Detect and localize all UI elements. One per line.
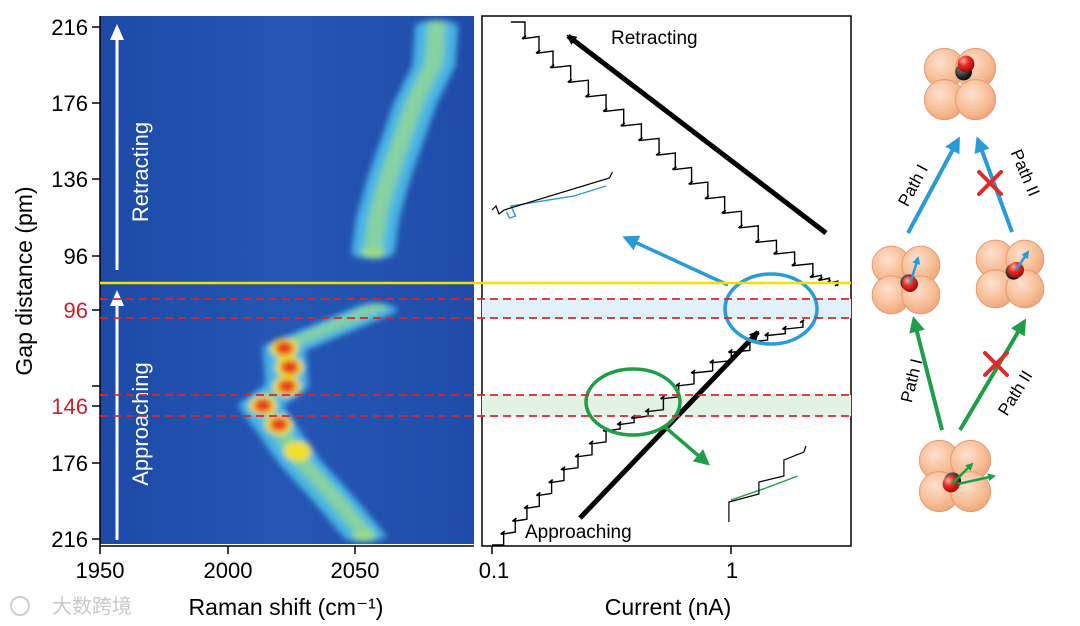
heatmap-x-axis-title: Raman shift (cm⁻¹) <box>189 594 384 620</box>
heat-hot-yellow <box>283 441 312 462</box>
retracting-big-arrow <box>566 34 828 235</box>
blocked-cross <box>983 351 1009 377</box>
current-retracting-label: Retracting <box>611 28 698 49</box>
retracting-trace <box>510 21 840 287</box>
y-tick-label-highlight: 146 <box>51 394 88 419</box>
heat-hot-red <box>280 360 299 375</box>
x-tick-label: 2050 <box>331 558 380 583</box>
motion-arrow <box>957 473 996 486</box>
y-tick-label: 216 <box>51 15 88 40</box>
x-tick-label: 1950 <box>76 558 125 583</box>
atom-cluster <box>918 439 992 513</box>
y-tick-label-highlight: 96 <box>64 298 88 323</box>
watermark: 大数跨境 <box>10 595 132 618</box>
heat-hot-red <box>269 417 288 432</box>
path-label: Path I <box>897 357 926 405</box>
blue-pointer-arrow <box>622 235 729 287</box>
watermark-text: 大数跨境 <box>52 595 132 618</box>
pathway-diagram: Path I Path II Path I Path II <box>871 47 1045 513</box>
heat-retract-core <box>361 246 386 259</box>
path-arrow-green <box>909 316 944 431</box>
current-approaching-label: Approaching <box>525 522 632 543</box>
path-arrow-blue <box>906 136 960 234</box>
heat-hot-red <box>275 341 294 356</box>
atom-cluster <box>975 239 1045 309</box>
path-one-inset <box>505 185 607 219</box>
current-panel: Retracting Approaching 0.1 1 Current (nA… <box>479 15 852 620</box>
atom-cluster <box>923 47 997 121</box>
cu-atom <box>955 79 997 121</box>
y-tick-label: 96 <box>64 244 88 269</box>
reference-lines <box>100 281 851 417</box>
y-tick-label: 216 <box>51 527 88 552</box>
path-two-inset <box>730 475 798 501</box>
path-two-inset-black <box>728 445 807 522</box>
x-tick-label: 2000 <box>204 558 253 583</box>
y-tick-label: 176 <box>51 451 88 476</box>
blocked-cross <box>977 170 1003 196</box>
green-pointer-arrow <box>663 425 711 466</box>
heatmap-y-axis-title: Gap distance (pm) <box>11 186 37 375</box>
motion-arrow <box>908 256 921 285</box>
path-label: Path II <box>1007 147 1044 200</box>
current-x-axis-title: Current (nA) <box>605 594 732 620</box>
heat-hot-red <box>278 379 296 394</box>
motion-arrow <box>1014 250 1030 271</box>
blue-band <box>482 299 851 318</box>
heatmap-retracting-label: Retracting <box>128 122 153 222</box>
atom-cluster <box>871 245 941 315</box>
heatmap-x-ticks <box>99 546 356 554</box>
heatmap-y-ticks <box>92 26 100 540</box>
y-tick-label: 136 <box>51 167 88 192</box>
path-one-inset-black <box>491 171 613 215</box>
atom-clusters <box>871 47 1045 513</box>
heatmap-approaching-label: Approaching <box>128 362 153 486</box>
green-band <box>482 395 851 416</box>
path-arrow-green <box>958 318 1027 432</box>
heatmap-panel: Retracting Approaching 216 176 136 96 96… <box>11 15 474 620</box>
watermark-logo-icon <box>10 596 30 616</box>
current-x-ticks <box>491 546 732 554</box>
x-tick-label: 1 <box>726 558 738 583</box>
green-ellipse <box>584 367 682 437</box>
motion-arrow <box>951 462 974 485</box>
path-label: Path II <box>994 367 1036 419</box>
x-tick-label: 0.1 <box>479 558 510 583</box>
blue-ellipse <box>723 272 819 346</box>
heatmap-peak-trace <box>238 20 459 543</box>
heat-hot-red <box>253 398 272 413</box>
oxygen-atom <box>957 55 975 73</box>
heat-approach-core <box>351 529 376 542</box>
y-tick-label: 176 <box>51 91 88 116</box>
